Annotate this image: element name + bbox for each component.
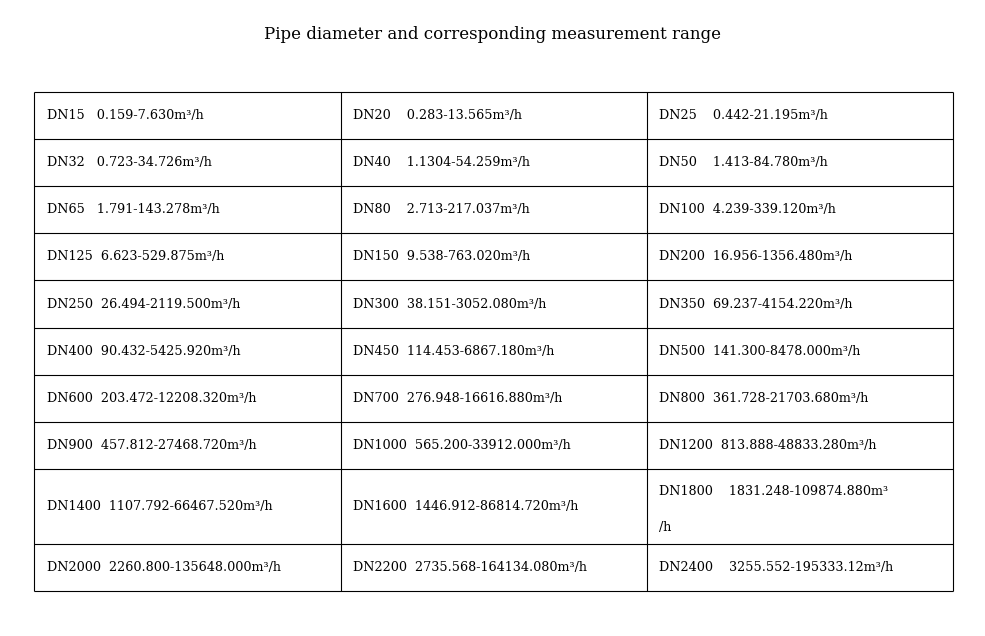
Text: DN1400  1107.792-66467.520m³/h: DN1400 1107.792-66467.520m³/h (47, 500, 273, 513)
Text: DN125  6.623-529.875m³/h: DN125 6.623-529.875m³/h (47, 251, 225, 263)
Text: DN1800    1831.248-109874.880m³: DN1800 1831.248-109874.880m³ (659, 485, 888, 498)
Text: DN100  4.239-339.120m³/h: DN100 4.239-339.120m³/h (659, 204, 836, 216)
Text: DN32   0.723-34.726m³/h: DN32 0.723-34.726m³/h (47, 156, 212, 169)
Text: DN50    1.413-84.780m³/h: DN50 1.413-84.780m³/h (659, 156, 828, 169)
Text: DN400  90.432-5425.920m³/h: DN400 90.432-5425.920m³/h (47, 345, 241, 357)
Text: DN80    2.713-217.037m³/h: DN80 2.713-217.037m³/h (354, 204, 530, 216)
Text: DN40    1.1304-54.259m³/h: DN40 1.1304-54.259m³/h (354, 156, 530, 169)
Text: DN15   0.159-7.630m³/h: DN15 0.159-7.630m³/h (47, 109, 204, 122)
Text: DN800  361.728-21703.680m³/h: DN800 361.728-21703.680m³/h (659, 392, 869, 404)
Text: DN25    0.442-21.195m³/h: DN25 0.442-21.195m³/h (659, 109, 828, 122)
Text: DN2400    3255.552-195333.12m³/h: DN2400 3255.552-195333.12m³/h (659, 561, 893, 574)
Text: DN450  114.453-6867.180m³/h: DN450 114.453-6867.180m³/h (354, 345, 555, 357)
Text: DN200  16.956-1356.480m³/h: DN200 16.956-1356.480m³/h (659, 251, 853, 263)
Text: DN1000  565.200-33912.000m³/h: DN1000 565.200-33912.000m³/h (354, 439, 571, 452)
Text: DN65   1.791-143.278m³/h: DN65 1.791-143.278m³/h (47, 204, 220, 216)
Text: /h: /h (659, 521, 672, 534)
Text: DN2200  2735.568-164134.080m³/h: DN2200 2735.568-164134.080m³/h (354, 561, 587, 574)
Text: DN20    0.283-13.565m³/h: DN20 0.283-13.565m³/h (354, 109, 522, 122)
Text: DN350  69.237-4154.220m³/h: DN350 69.237-4154.220m³/h (659, 298, 853, 310)
Text: DN700  276.948-16616.880m³/h: DN700 276.948-16616.880m³/h (354, 392, 562, 404)
Text: DN2000  2260.800-135648.000m³/h: DN2000 2260.800-135648.000m³/h (47, 561, 282, 574)
Text: DN900  457.812-27468.720m³/h: DN900 457.812-27468.720m³/h (47, 439, 257, 452)
Text: DN1600  1446.912-86814.720m³/h: DN1600 1446.912-86814.720m³/h (354, 500, 578, 513)
Text: DN250  26.494-2119.500m³/h: DN250 26.494-2119.500m³/h (47, 298, 240, 310)
Text: DN300  38.151-3052.080m³/h: DN300 38.151-3052.080m³/h (354, 298, 547, 310)
Text: DN500  141.300-8478.000m³/h: DN500 141.300-8478.000m³/h (659, 345, 861, 357)
Text: DN600  203.472-12208.320m³/h: DN600 203.472-12208.320m³/h (47, 392, 257, 404)
Text: Pipe diameter and corresponding measurement range: Pipe diameter and corresponding measurem… (264, 27, 721, 43)
Text: DN1200  813.888-48833.280m³/h: DN1200 813.888-48833.280m³/h (659, 439, 877, 452)
Text: DN150  9.538-763.020m³/h: DN150 9.538-763.020m³/h (354, 251, 531, 263)
